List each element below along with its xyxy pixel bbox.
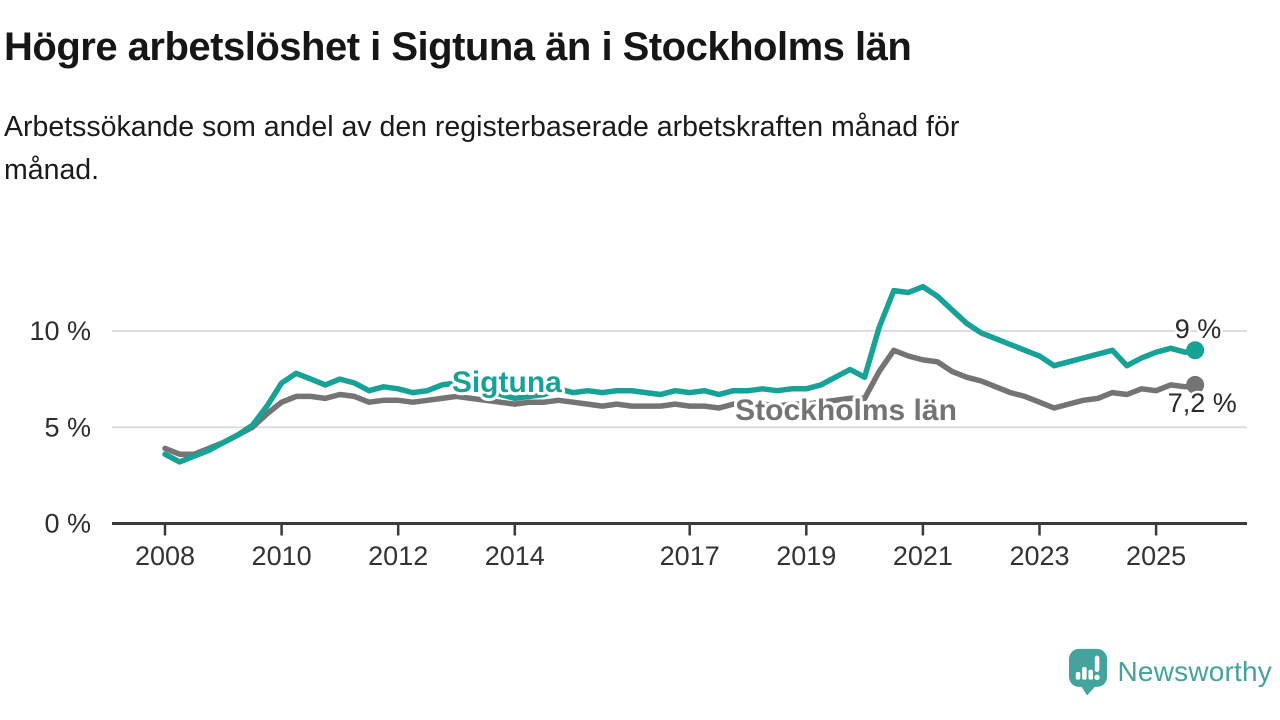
x-axis-tick-label: 2014	[485, 541, 545, 571]
series-line-sigtuna	[162, 283, 1198, 465]
x-axis-tick-label: 2019	[776, 541, 836, 571]
chart-subtitle-line2: månad.	[4, 153, 100, 186]
chart-annotation: Stockholms län	[735, 394, 957, 427]
line-chart-area: 0 % 5 % 10 % 2008 2010 2012 2014 2017 2019 2021 20…	[0, 260, 1280, 600]
series-line-stockholms-län	[162, 347, 1198, 457]
x-axis-tick-label: 2012	[368, 541, 428, 571]
x-axis-tick-label: 2023	[1009, 541, 1069, 571]
x-axis-tick-label: 2025	[1126, 541, 1186, 571]
chart-subtitle-line1: Arbetssökande som andel av den registerb…	[4, 111, 960, 143]
series-end-dot-stockholms-län	[1186, 375, 1205, 394]
x-axis-tick-label: 2017	[660, 541, 720, 571]
line-chart: 0 % 5 % 10 % 2008 2010 2012 2014 2017 2019 2021 20…	[29, 283, 1247, 571]
x-axis-tick-label: 2021	[893, 541, 953, 571]
newsworthy-logo-icon	[1068, 648, 1107, 695]
chart-annotation: Sigtuna	[452, 366, 562, 399]
x-axis-tick-label: 2010	[252, 541, 312, 571]
series-end-dot-sigtuna	[1186, 341, 1205, 360]
chart-annotation: 7,2 %	[1168, 388, 1237, 418]
x-axis-tick-label: 2008	[135, 541, 195, 571]
y-axis-tick-label: 10 %	[29, 316, 91, 346]
brand-footer: Newsworthy	[1068, 648, 1272, 695]
brand-name: Newsworthy	[1117, 655, 1272, 687]
y-axis-tick-label: 0 %	[44, 509, 91, 539]
chart-subtitle: Arbetssökande som andel av den registerb…	[0, 106, 1280, 192]
chart-annotation: 9 %	[1175, 314, 1222, 344]
chart-title: Högre arbetslöshet i Sigtuna än i Stockh…	[4, 25, 912, 69]
y-axis-tick-label: 5 %	[44, 412, 91, 442]
